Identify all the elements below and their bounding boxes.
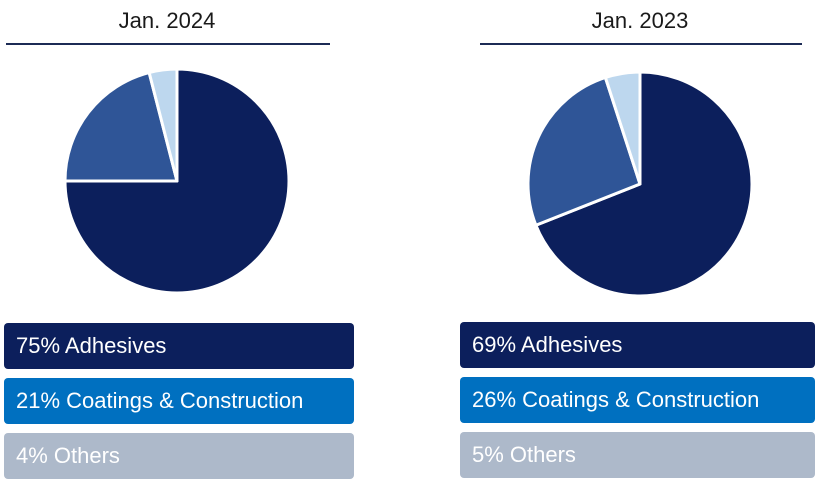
legend-item-coatings-construction: 26% Coatings & Construction <box>460 377 815 423</box>
legend-item-coatings-construction: 21% Coatings & Construction <box>4 378 354 424</box>
pie-slice-others <box>147 67 179 183</box>
pie-slice-coatings-construction <box>63 71 179 183</box>
chart-title: Jan. 2023 <box>591 8 689 33</box>
legend-item-others: 4% Others <box>4 433 354 479</box>
pie-slice-coatings-construction <box>526 75 642 227</box>
legend-item-adhesives: 69% Adhesives <box>460 322 815 368</box>
chart-panel-2024: Jan. 2024 75% Adhesives 21% Coatings & C… <box>4 0 356 491</box>
pie-chart <box>526 70 754 298</box>
title-underline <box>6 43 330 45</box>
chart-title: Jan. 2024 <box>118 8 216 33</box>
pie-slice-others <box>603 70 642 186</box>
pie-slice-adhesives <box>534 70 754 298</box>
legend-item-others: 5% Others <box>460 432 815 478</box>
title-underline <box>480 43 802 45</box>
chart-panel-2023: Jan. 2023 69% Adhesives 26% Coatings & C… <box>460 0 818 491</box>
pie-chart <box>63 67 291 295</box>
legend-item-adhesives: 75% Adhesives <box>4 323 354 369</box>
